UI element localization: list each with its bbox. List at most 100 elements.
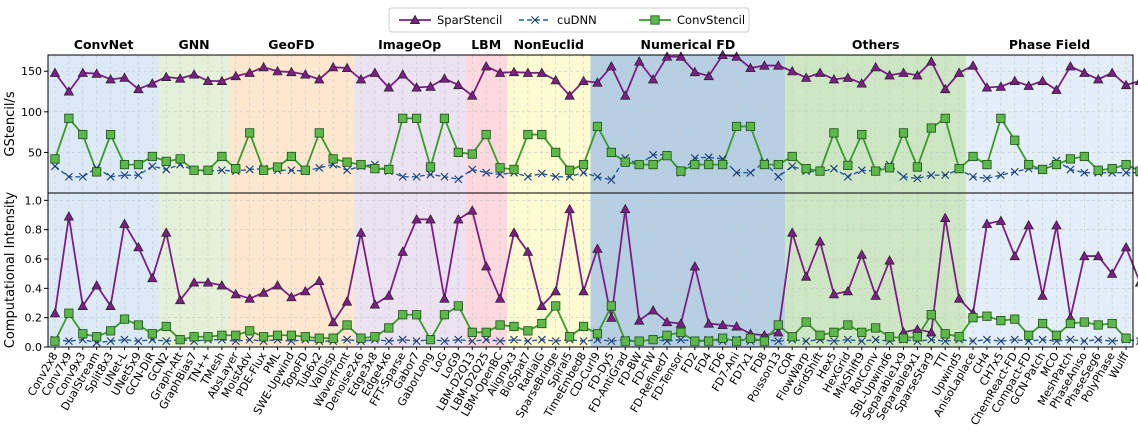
data-point-convstencil <box>356 333 366 343</box>
data-point-cudnn <box>579 168 588 177</box>
data-point-convstencil <box>982 159 992 170</box>
data-point-cudnn <box>607 337 616 346</box>
data-point-convstencil <box>815 330 825 340</box>
data-point-cudnn <box>523 337 532 346</box>
data-point-cudnn <box>440 337 449 346</box>
data-point-sparstencil <box>327 316 339 327</box>
data-point-convstencil <box>481 327 491 337</box>
data-point-convstencil <box>467 149 477 159</box>
data-point-sparstencil <box>745 62 756 73</box>
data-point-sparstencil <box>355 227 367 237</box>
data-point-cudnn <box>676 335 685 344</box>
y-tick-label: 1.0 <box>25 194 43 207</box>
data-point-cudnn <box>523 172 532 181</box>
data-point-cudnn <box>384 337 393 346</box>
data-point-convstencil <box>578 159 589 170</box>
data-point-sparstencil <box>717 319 728 330</box>
data-point-convstencil <box>829 128 839 138</box>
legend-marker-convstencil <box>650 15 660 25</box>
x-axis-kernel-labels: Conv2x8Conv7x9Conv9x3DualStreamSplit8x3U… <box>25 347 1132 427</box>
data-point-cudnn <box>871 335 880 344</box>
data-point-cudnn <box>106 337 115 346</box>
data-point-sparstencil <box>647 305 659 315</box>
data-point-convstencil <box>412 113 422 123</box>
y-tick-label: 0.8 <box>25 224 43 237</box>
data-point-convstencil <box>175 154 185 164</box>
data-point-sparstencil <box>633 315 645 325</box>
data-point-sparstencil <box>884 69 895 80</box>
data-point-sparstencil <box>1051 219 1062 230</box>
data-point-sparstencil <box>1009 75 1020 86</box>
data-point-sparstencil <box>467 90 478 100</box>
data-point-convstencil <box>634 336 644 346</box>
data-point-convstencil <box>565 332 575 342</box>
group-label: GNN <box>178 37 209 52</box>
data-point-convstencil <box>1065 154 1076 164</box>
group-label: Numerical FD <box>641 37 736 52</box>
data-point-convstencil <box>314 128 324 138</box>
data-point-convstencil <box>996 113 1006 123</box>
data-point-convstencil <box>439 310 450 320</box>
y-tick-label: 0.6 <box>25 253 43 266</box>
y-tick-label: 0.2 <box>25 312 43 325</box>
data-point-convstencil <box>648 335 658 345</box>
data-point-cudnn <box>996 337 1005 346</box>
data-point-convstencil <box>509 164 519 175</box>
data-point-convstencil <box>1135 166 1138 176</box>
data-point-convstencil <box>495 163 505 173</box>
group-label: LBM <box>471 37 501 52</box>
data-point-convstencil <box>439 113 450 123</box>
data-point-sparstencil <box>814 236 826 246</box>
data-point-convstencil <box>968 313 978 323</box>
data-point-sparstencil <box>759 60 770 70</box>
data-point-sparstencil <box>314 74 325 84</box>
data-point-cudnn <box>996 171 1005 180</box>
data-point-sparstencil <box>703 70 714 81</box>
data-point-cudnn <box>120 335 129 344</box>
y-axis-title: Computational Intensity <box>3 191 18 348</box>
data-point-sparstencil <box>1120 79 1132 90</box>
data-point-sparstencil <box>1093 250 1104 261</box>
data-point-convstencil <box>92 167 102 177</box>
data-point-sparstencil <box>870 290 881 300</box>
data-point-convstencil <box>64 308 74 318</box>
data-point-convstencil <box>1010 314 1020 324</box>
data-point-sparstencil <box>341 62 353 73</box>
data-point-sparstencil <box>661 316 673 327</box>
data-point-sparstencil <box>981 82 993 92</box>
data-point-cudnn <box>468 337 477 346</box>
data-point-sparstencil <box>119 218 130 228</box>
data-point-cudnn <box>843 172 852 181</box>
data-point-sparstencil <box>174 73 186 83</box>
group-band-phase-field <box>966 193 1133 347</box>
data-point-sparstencil <box>606 312 617 322</box>
data-point-sparstencil <box>216 75 228 86</box>
data-point-convstencil <box>912 162 922 172</box>
data-point-convstencil <box>245 128 255 138</box>
data-point-sparstencil <box>550 74 561 85</box>
data-point-convstencil <box>217 151 227 162</box>
data-point-convstencil <box>231 164 241 174</box>
data-point-convstencil <box>1051 330 1062 340</box>
data-point-cudnn <box>343 335 352 344</box>
data-point-sparstencil <box>1009 250 1020 261</box>
data-point-convstencil <box>425 162 436 172</box>
data-point-sparstencil <box>480 61 492 71</box>
data-point-sparstencil <box>787 65 798 76</box>
data-point-convstencil <box>801 317 811 327</box>
data-point-convstencil <box>119 314 130 324</box>
data-point-convstencil <box>119 159 130 170</box>
data-point-sparstencil <box>647 74 659 84</box>
data-point-convstencil <box>1093 320 1103 330</box>
data-point-convstencil <box>676 166 686 176</box>
data-point-convstencil <box>662 151 672 161</box>
data-point-sparstencil <box>592 243 603 253</box>
data-point-convstencil <box>481 129 491 140</box>
data-point-sparstencil <box>592 77 603 87</box>
data-point-convstencil <box>272 162 283 172</box>
data-point-sparstencil <box>870 61 881 72</box>
data-point-sparstencil <box>675 318 687 328</box>
data-point-convstencil <box>1024 159 1034 170</box>
data-point-convstencil <box>926 123 936 133</box>
data-point-convstencil <box>704 159 714 170</box>
